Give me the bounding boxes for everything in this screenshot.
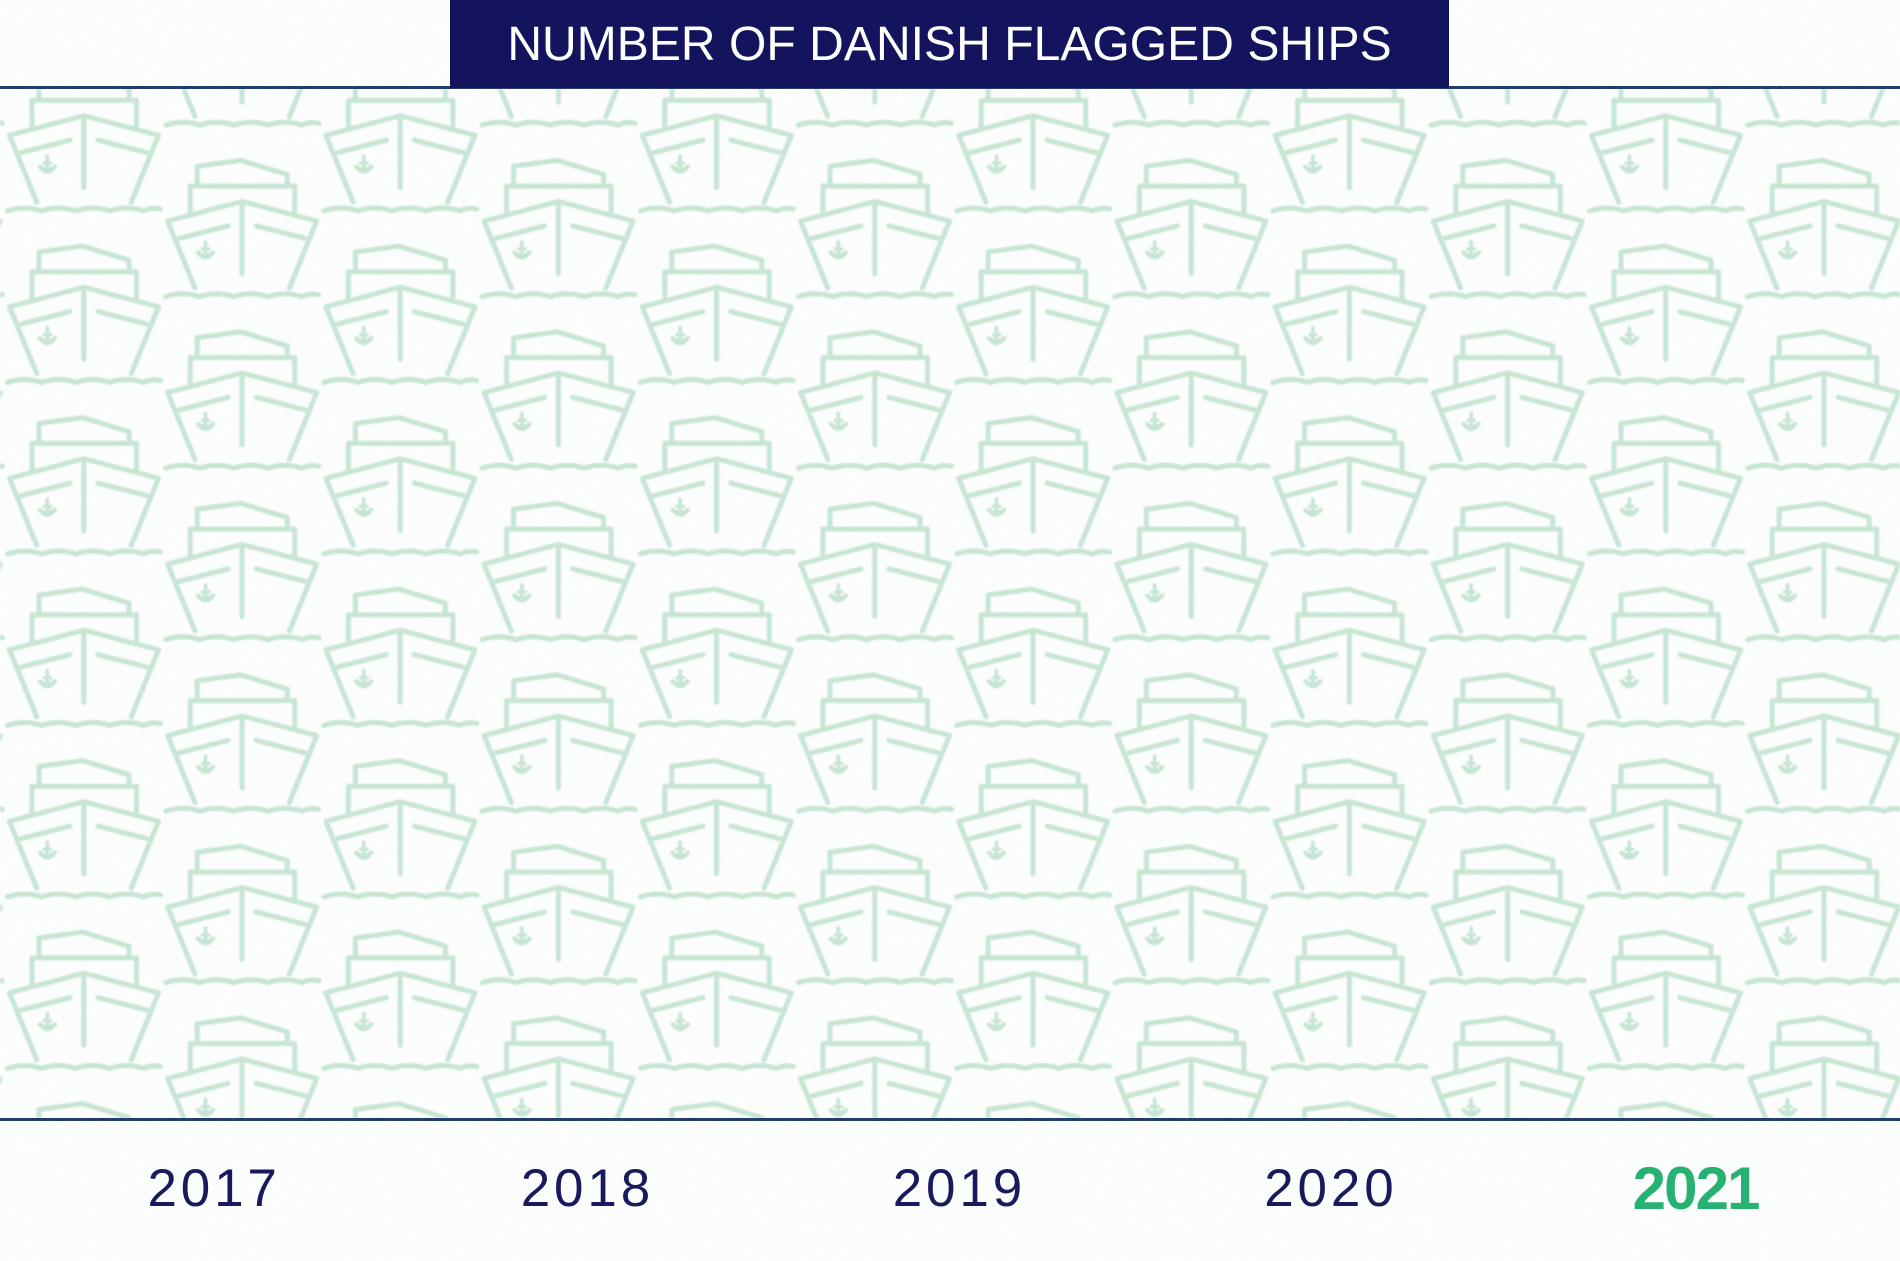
year-label-2018[interactable]: 2018 <box>520 1158 655 1218</box>
year-label-2021[interactable]: 2021 <box>1632 1155 1761 1222</box>
page-title: NUMBER OF DANISH FLAGGED SHIPS <box>507 17 1392 71</box>
year-label-2017[interactable]: 2017 <box>147 1158 281 1218</box>
title-banner: NUMBER OF DANISH FLAGGED SHIPS <box>450 0 1449 88</box>
year-label-2020[interactable]: 2020 <box>1264 1158 1398 1218</box>
year-label-2019[interactable]: 2019 <box>892 1158 1027 1218</box>
